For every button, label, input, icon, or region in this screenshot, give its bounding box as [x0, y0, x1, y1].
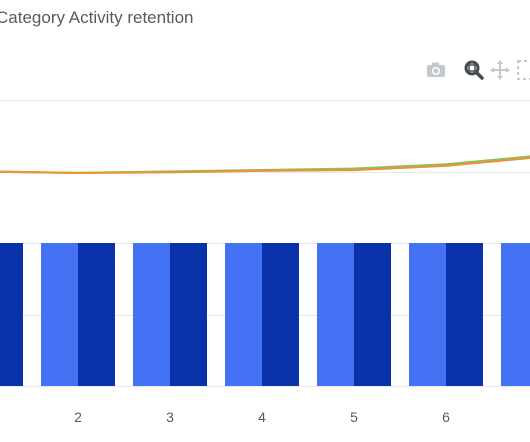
select-box-icon[interactable]: [514, 58, 530, 82]
bar[interactable]: [409, 243, 446, 386]
bar[interactable]: [317, 243, 354, 386]
bar[interactable]: [78, 243, 115, 386]
x-tick-label: 4: [258, 409, 266, 425]
zoom-icon[interactable]: [462, 58, 486, 82]
bar[interactable]: [446, 243, 483, 386]
x-tick-labels: 1234567: [74, 409, 450, 425]
bars: [0, 243, 530, 386]
x-tick-label: 5: [350, 409, 358, 425]
lines: [0, 155, 530, 175]
chart-title: Category Activity retention: [0, 8, 194, 27]
bar[interactable]: [501, 243, 530, 386]
x-tick-label: 6: [442, 409, 450, 425]
pan-icon[interactable]: [488, 58, 512, 82]
bar[interactable]: [0, 243, 23, 386]
series-line[interactable]: [0, 156, 530, 175]
bar[interactable]: [170, 243, 207, 386]
bar[interactable]: [225, 243, 262, 386]
bar[interactable]: [262, 243, 299, 386]
x-tick-label: 3: [166, 409, 174, 425]
bar[interactable]: [41, 243, 78, 386]
camera-icon[interactable]: [424, 58, 448, 82]
bar[interactable]: [133, 243, 170, 386]
bar[interactable]: [354, 243, 391, 386]
x-tick-label: 2: [74, 409, 82, 425]
